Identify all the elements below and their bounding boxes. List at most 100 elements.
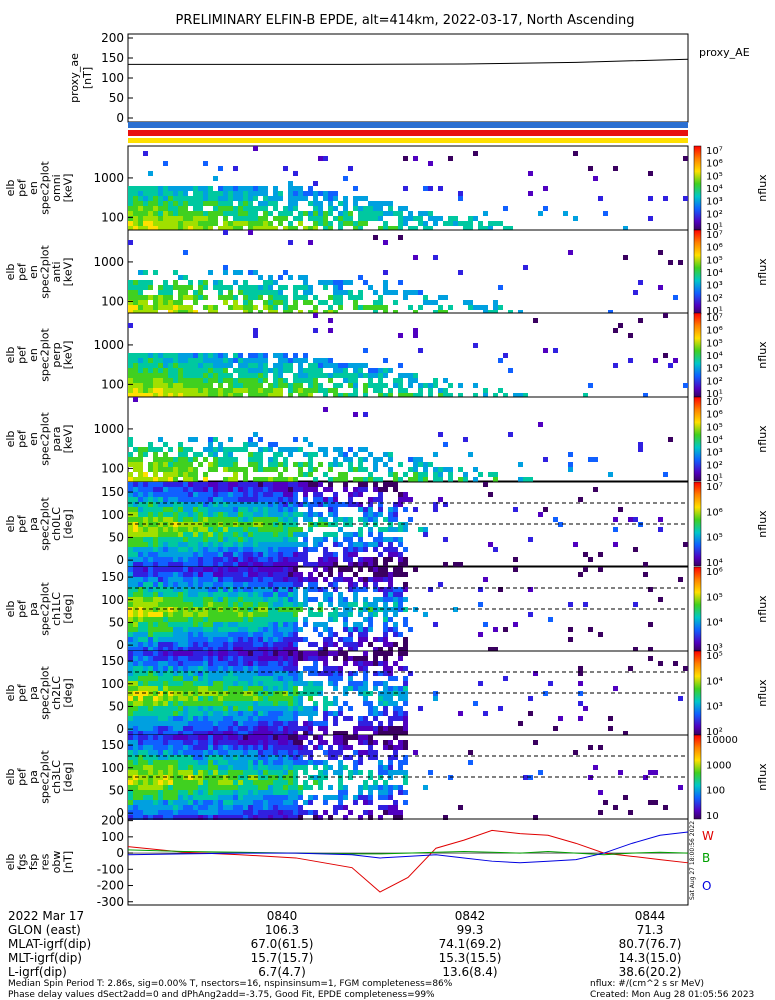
spectrogram-cell — [163, 497, 168, 502]
spectrogram-cell — [398, 280, 403, 285]
spectrogram-cell — [348, 522, 353, 527]
spectrogram-cell — [308, 512, 313, 517]
spectrogram-cell — [303, 637, 308, 642]
spectrogram-cell — [313, 226, 318, 231]
spectrogram-cell — [223, 492, 228, 497]
spectrogram-cell — [263, 577, 268, 582]
spectrogram-cell — [398, 726, 403, 731]
spectrogram-cell — [378, 651, 383, 656]
spectrogram-cell — [243, 547, 248, 552]
spectrogram-cell — [258, 755, 263, 760]
spectrogram-cell — [158, 676, 163, 681]
spectrogram-cell — [338, 447, 343, 452]
spectrogram-cell — [248, 706, 253, 711]
spectrogram-cell — [618, 507, 623, 512]
spectrogram-cell — [308, 671, 313, 676]
spectrogram-cell — [238, 755, 243, 760]
spectrogram-cell — [298, 512, 303, 517]
spectrogram-cell — [213, 602, 218, 607]
spectrogram-cell — [203, 221, 208, 226]
spectrogram-cell — [143, 368, 148, 373]
spectrogram-cell — [303, 537, 308, 542]
spectrogram-cell — [253, 383, 258, 388]
spectrogram-cell — [223, 542, 228, 547]
spectrogram-cell — [473, 216, 478, 221]
spectrogram-cell — [268, 393, 273, 398]
spectrogram-cell — [373, 612, 378, 617]
spectrogram-cell — [178, 532, 183, 537]
spectrogram-cell — [188, 477, 193, 482]
spectrogram-cell — [223, 686, 228, 691]
spectrogram-cell — [248, 760, 253, 765]
spectrogram-cell — [228, 211, 233, 216]
spectrogram-cell — [243, 760, 248, 765]
spectrogram-cell — [128, 770, 133, 775]
spectrogram-cell — [138, 637, 143, 642]
spectrogram-cell — [183, 502, 188, 507]
spectrogram-cell — [343, 206, 348, 211]
spectrogram-cell — [408, 383, 413, 388]
spectrogram-cell — [268, 750, 273, 755]
spectrogram-cell — [253, 735, 258, 740]
spectrogram-cell — [528, 191, 533, 196]
spectrogram-cell — [283, 447, 288, 452]
spectrogram-cell — [398, 363, 403, 368]
spectrogram-cell — [388, 745, 393, 750]
spectrogram-cell — [418, 477, 423, 482]
spectrogram-cell — [193, 358, 198, 363]
spectrogram-cell — [313, 562, 318, 567]
spectrogram-cell — [158, 295, 163, 300]
spectrogram-cell — [188, 681, 193, 686]
spectrogram-cell — [208, 810, 213, 815]
spectrogram-cell — [413, 216, 418, 221]
spectrogram-cell — [308, 300, 313, 305]
spectrogram-cell — [358, 467, 363, 472]
spectrogram-cell — [178, 681, 183, 686]
spectrogram-cell — [173, 691, 178, 696]
spectrogram-cell — [243, 280, 248, 285]
spec-ylabel: spec2plot — [39, 245, 52, 299]
spectrogram-cell — [223, 467, 228, 472]
spectrogram-cell — [263, 305, 268, 310]
spectrogram-cell — [163, 642, 168, 647]
spectrogram-cell — [278, 661, 283, 666]
spectrogram-cell — [278, 805, 283, 810]
spectrogram-cell — [253, 285, 258, 290]
spectrogram-cell — [278, 607, 283, 612]
spectrogram-cell — [138, 527, 143, 532]
spectrogram-cell — [198, 790, 203, 795]
spectrogram-cell — [133, 397, 138, 402]
spectrogram-cell — [228, 290, 233, 295]
spectrogram-cell — [163, 671, 168, 676]
spectrogram-cell — [228, 437, 233, 442]
spectrogram-cell — [168, 696, 173, 701]
spectrogram-cell — [298, 711, 303, 716]
spectrogram-cell — [323, 622, 328, 627]
spectrogram-cell — [128, 186, 133, 191]
spectrogram-cell — [383, 290, 388, 295]
spectrogram-cell — [388, 785, 393, 790]
spectrogram-cell — [288, 368, 293, 373]
spectrogram-cell — [128, 305, 133, 310]
spectrogram-cell — [273, 492, 278, 497]
spectrogram-cell — [233, 647, 238, 652]
spectrogram-cell — [223, 721, 228, 726]
spectrogram-cell — [363, 681, 368, 686]
spectrogram-cell — [258, 587, 263, 592]
spectrogram-cell — [128, 735, 133, 740]
spectrogram-cell — [433, 691, 438, 696]
spectrogram-cell — [313, 612, 318, 617]
spectrogram-cell — [233, 637, 238, 642]
spectrogram-cell — [458, 270, 463, 275]
spectrogram-cell — [223, 607, 228, 612]
spectrogram-cell — [333, 447, 338, 452]
spectrogram-cell — [383, 597, 388, 602]
spectrogram-cell — [213, 627, 218, 632]
spectrogram-cell — [238, 731, 243, 736]
spectrogram-cell — [193, 726, 198, 731]
spectrogram-cell — [183, 711, 188, 716]
spectrogram-cell — [313, 701, 318, 706]
spectrogram-cell — [168, 597, 173, 602]
spectrogram-cell — [198, 383, 203, 388]
spectrogram-cell — [213, 447, 218, 452]
